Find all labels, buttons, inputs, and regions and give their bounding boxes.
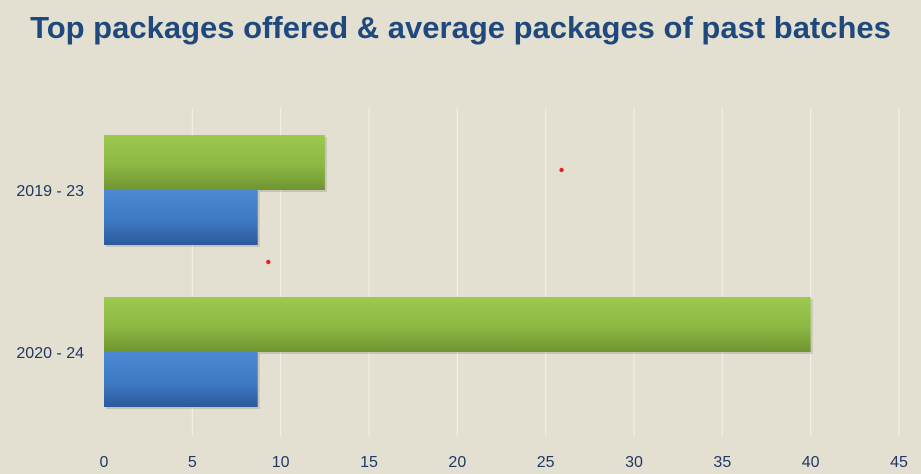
chart-title: Top packages offered & average packages … bbox=[30, 10, 891, 45]
markers bbox=[266, 167, 564, 265]
bars bbox=[104, 135, 813, 409]
x-tick-label-10: 10 bbox=[272, 454, 290, 471]
x-tick-label-25: 25 bbox=[537, 454, 555, 471]
marker-dot-0 bbox=[559, 167, 564, 173]
bar-top-0 bbox=[104, 135, 325, 190]
x-tick-label-5: 5 bbox=[188, 454, 197, 471]
x-tick-label-45: 45 bbox=[890, 454, 908, 471]
x-tick-label-0: 0 bbox=[100, 454, 109, 471]
bar-average-1 bbox=[104, 352, 258, 407]
bar-top-1 bbox=[104, 297, 811, 352]
bar-average-0 bbox=[104, 190, 258, 245]
x-tick-label-30: 30 bbox=[625, 454, 643, 471]
x-tick-label-40: 40 bbox=[802, 454, 820, 471]
marker-dot-1 bbox=[266, 259, 271, 265]
x-tick-label-15: 15 bbox=[360, 454, 378, 471]
category-label-1: 2020 - 24 bbox=[16, 345, 84, 362]
category-label-0: 2019 - 23 bbox=[16, 183, 84, 200]
x-tick-label-35: 35 bbox=[713, 454, 731, 471]
axis-labels: 0 5 10 15 20 25 30 35 40 45 2019 - 23 2020 - 24 bbox=[16, 183, 908, 471]
x-tick-label-20: 20 bbox=[448, 454, 466, 471]
